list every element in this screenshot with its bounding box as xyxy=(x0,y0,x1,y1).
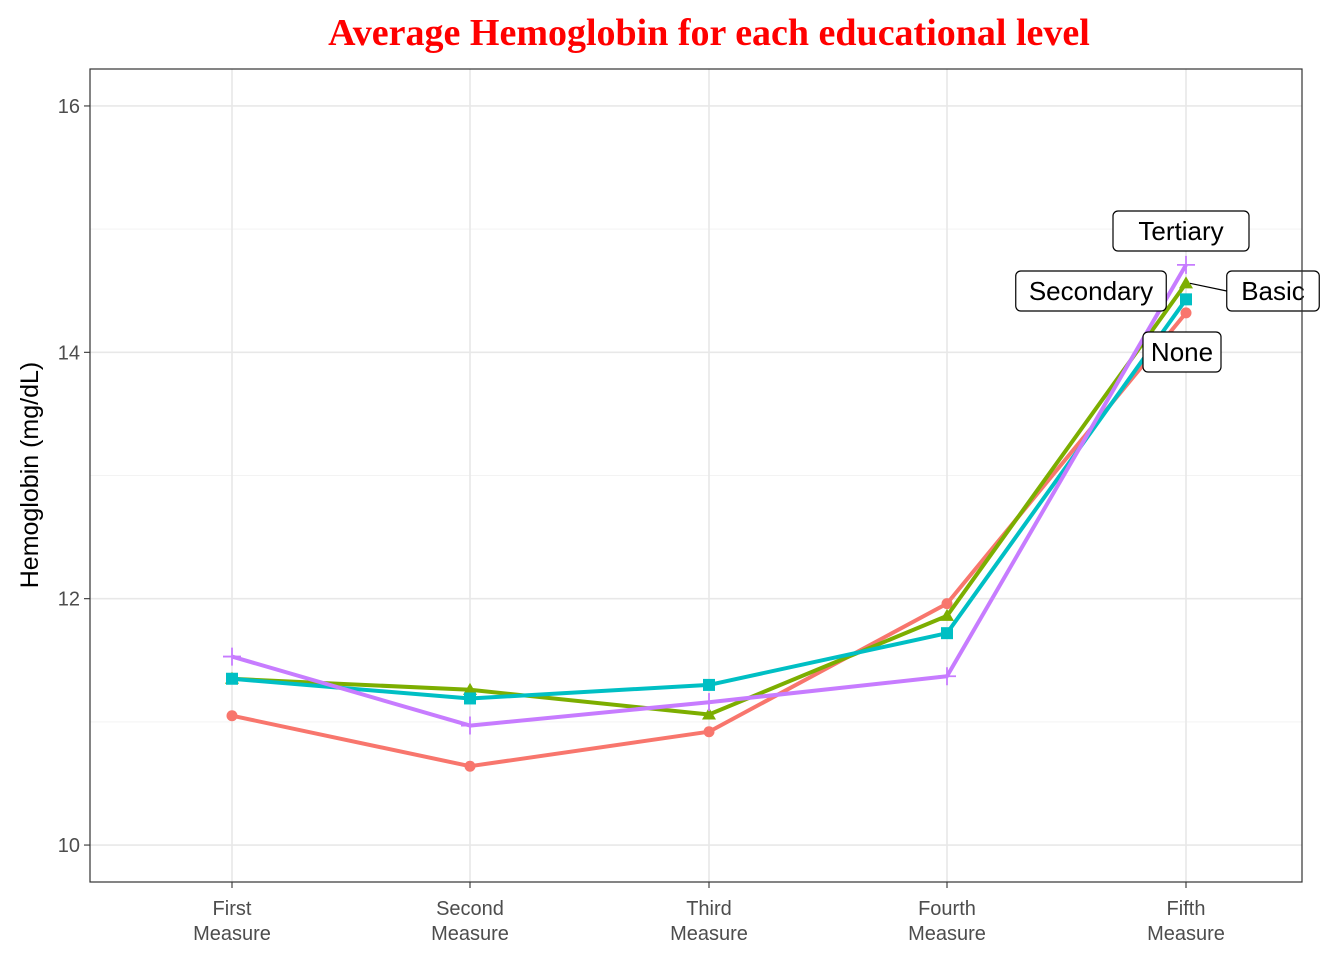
data-point-secondary xyxy=(941,627,953,640)
x-tick-label-line1: First xyxy=(213,898,252,920)
data-point-basic xyxy=(702,707,716,720)
chart-title: Average Hemoglobin for each educational … xyxy=(328,12,1090,54)
y-axis-label: Hemoglobin (mg/dL) xyxy=(16,362,44,589)
data-point-secondary xyxy=(703,678,715,691)
y-tick-label: 10 xyxy=(58,835,80,857)
data-point-tertiary xyxy=(223,647,241,666)
series-label-secondary: Secondary xyxy=(1015,270,1167,312)
plot-border xyxy=(89,68,1303,883)
y-axis: 10 12 14 16 xyxy=(58,96,90,857)
label-text: Tertiary xyxy=(1138,216,1223,246)
data-point-basic xyxy=(940,608,954,621)
y-tick-label: 14 xyxy=(58,342,80,364)
series-layer xyxy=(223,255,1195,772)
x-tick-label-line2: Measure xyxy=(908,923,986,945)
x-tick-label-line1: Fourth xyxy=(918,898,976,920)
data-point-none xyxy=(941,598,953,610)
x-tick-label-line1: Fifth xyxy=(1167,898,1206,920)
y-tick-label: 12 xyxy=(58,589,80,611)
label-box xyxy=(1015,270,1167,312)
label-text: Basic xyxy=(1241,276,1305,306)
data-point-none xyxy=(226,710,238,722)
data-point-secondary xyxy=(226,672,238,685)
x-tick-label-line1: Second xyxy=(436,898,504,920)
data-point-basic xyxy=(1179,276,1193,289)
series-label-tertiary: Tertiary xyxy=(1112,210,1250,252)
x-tick-label-line2: Measure xyxy=(193,923,271,945)
data-point-secondary xyxy=(1180,293,1192,306)
data-point-none xyxy=(1180,307,1192,319)
x-tick-label-line2: Measure xyxy=(431,923,509,945)
series-secondary xyxy=(226,293,1192,705)
series-label-basic: Basic xyxy=(1189,270,1320,312)
x-tick-label-line2: Measure xyxy=(1147,923,1225,945)
data-point-basic xyxy=(463,682,477,695)
data-point-tertiary xyxy=(461,716,479,735)
data-point-secondary xyxy=(464,692,476,705)
grid-lines xyxy=(90,69,1302,882)
series-labels: None Basic Secondary Tertiary xyxy=(1015,210,1320,373)
label-text: None xyxy=(1151,337,1213,367)
y-tick-label: 16 xyxy=(58,96,80,118)
x-axis: First Measure Second Measure Third Measure Fou… xyxy=(193,882,1225,945)
x-tick-label-line2: Measure xyxy=(670,923,748,945)
label-leader-line xyxy=(1189,282,1227,292)
label-box xyxy=(1112,210,1250,252)
data-point-none xyxy=(464,760,476,772)
data-point-tertiary xyxy=(938,667,956,686)
label-box xyxy=(1142,331,1222,373)
series-tertiary xyxy=(223,255,1195,735)
data-point-none xyxy=(703,726,715,738)
data-point-tertiary xyxy=(1177,255,1195,274)
label-box xyxy=(1226,270,1320,312)
label-text: Secondary xyxy=(1029,276,1153,306)
x-tick-label-line1: Third xyxy=(686,898,732,920)
data-point-tertiary xyxy=(700,693,718,712)
series-label-none: None xyxy=(1142,331,1222,373)
